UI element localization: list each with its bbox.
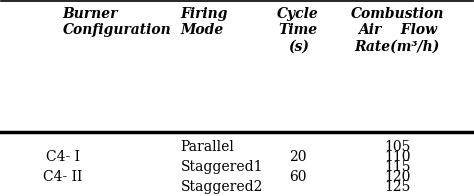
Text: C4- II: C4- II xyxy=(43,170,82,184)
Text: 125: 125 xyxy=(384,180,410,194)
Text: Firing
Mode: Firing Mode xyxy=(181,7,228,37)
Text: 115: 115 xyxy=(384,160,410,174)
Text: Staggered1: Staggered1 xyxy=(181,160,263,174)
Text: 60: 60 xyxy=(290,170,307,184)
Text: Cycle
Time
(s): Cycle Time (s) xyxy=(277,7,319,53)
Text: 120: 120 xyxy=(384,170,410,184)
Text: Parallel: Parallel xyxy=(181,140,234,154)
Text: 110: 110 xyxy=(384,150,410,164)
Text: 20: 20 xyxy=(290,150,307,164)
Text: Staggered2: Staggered2 xyxy=(181,180,263,194)
Text: Burner
Configuration: Burner Configuration xyxy=(63,7,172,37)
Text: C4- I: C4- I xyxy=(46,150,80,164)
Text: Combustion
Air    Flow
Rate(m³/h): Combustion Air Flow Rate(m³/h) xyxy=(350,7,444,53)
Text: 105: 105 xyxy=(384,140,410,154)
